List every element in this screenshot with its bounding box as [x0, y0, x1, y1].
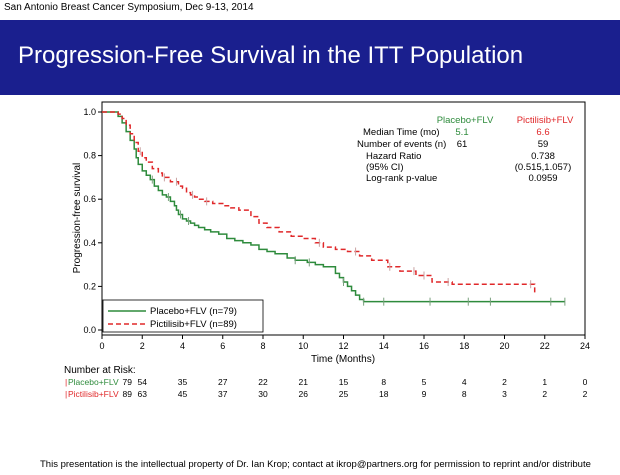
- median-label: Median Time (mo): [363, 127, 440, 138]
- risk-count: 2: [542, 389, 547, 399]
- y-tick-label: 0.6: [83, 194, 96, 204]
- risk-label-placebo: Placebo+FLV: [68, 377, 119, 387]
- risk-count: 45: [178, 389, 188, 399]
- legend-label-placebo: Placebo+FLV (n=79): [150, 306, 237, 317]
- series-line-placebo: [102, 111, 565, 303]
- risk-count: 2: [583, 389, 588, 399]
- ci-value: (0.515,1.057): [515, 162, 572, 173]
- x-tick-label: 10: [298, 341, 308, 351]
- legend-box: [102, 299, 264, 333]
- risk-count: 54: [138, 377, 148, 387]
- x-tick-label: 20: [499, 341, 509, 351]
- risk-count: 26: [299, 389, 309, 399]
- stats-col-placebo: Placebo+FLV: [437, 115, 494, 126]
- km-chart: 0 2 4 6 8 10 12 14 16 18 20 22 240.00.20.40.60.81.0 …: [64, 101, 590, 399]
- hr-value: 0.738: [531, 151, 555, 162]
- ci-label: (95% CI): [366, 162, 403, 173]
- x-tick-label: 22: [540, 341, 550, 351]
- risk-count: 30: [258, 389, 268, 399]
- risk-count: 27: [218, 377, 228, 387]
- x-tick-label: 14: [379, 341, 389, 351]
- y-axis-label: Progression-free survival: [72, 163, 83, 274]
- y-tick-label: 1.0: [83, 107, 96, 117]
- curves: [102, 111, 566, 306]
- risk-count: 4: [462, 377, 467, 387]
- x-tick-label: 16: [419, 341, 429, 351]
- median-pictilisib: 6.6: [536, 127, 549, 138]
- risk-first-placebo: 79: [123, 377, 133, 387]
- median-placebo: 5.1: [455, 127, 468, 138]
- legend: Placebo+FLV (n=79) Pictilisib+FLV (n=89): [102, 299, 264, 333]
- risk-count: 22: [258, 377, 268, 387]
- p-value: 0.0959: [528, 173, 557, 184]
- risk-count: 63: [138, 389, 148, 399]
- x-tick-label: 24: [580, 341, 590, 351]
- risk-count: 8: [462, 389, 467, 399]
- risk-label-pictilisib: Pictilisib+FLV: [68, 389, 119, 399]
- x-tick-label: 0: [99, 341, 104, 351]
- hr-label: Hazard Ratio: [366, 151, 421, 162]
- risk-count: 37: [218, 389, 228, 399]
- axes: 0 2 4 6 8 10 12 14 16 18 20 22 240.00.20.40.60.81.0: [83, 107, 590, 351]
- x-tick-label: 2: [140, 341, 145, 351]
- p-label: Log-rank p-value: [366, 173, 437, 184]
- x-tick-label: 18: [459, 341, 469, 351]
- events-placebo: 61: [457, 139, 468, 150]
- series-line-pictilisib: [102, 111, 536, 293]
- legend-label-pictilisib: Pictilisib+FLV (n=89): [150, 319, 237, 330]
- risk-marker-placebo: |: [65, 377, 67, 387]
- y-tick-label: 0.8: [83, 151, 96, 161]
- x-tick-label: 8: [260, 341, 265, 351]
- risk-count: 0: [583, 377, 588, 387]
- y-tick-label: 0.0: [83, 325, 96, 335]
- conference-header: San Antonio Breast Cancer Symposium, Dec…: [4, 2, 254, 13]
- stats-col-pictilisib: Pictilisib+FLV: [517, 115, 574, 126]
- x-tick-label: 4: [180, 341, 185, 351]
- risk-count: 18: [379, 389, 389, 399]
- risk-table: Number at Risk: | Placebo+FLV 79 | Picti…: [64, 365, 588, 399]
- title-band: Progression-Free Survival in the ITT Pop…: [0, 20, 620, 95]
- risk-count: 5: [422, 377, 427, 387]
- stats-box: Placebo+FLV Pictilisib+FLV Median Time (…: [357, 115, 574, 184]
- y-tick-label: 0.4: [83, 238, 96, 248]
- risk-count: 35: [178, 377, 188, 387]
- risk-marker-pictilisib: |: [65, 389, 67, 399]
- risk-count: 8: [381, 377, 386, 387]
- risk-count: 25: [339, 389, 349, 399]
- events-pictilisib: 59: [538, 139, 549, 150]
- risk-first-pictilisib: 89: [123, 389, 133, 399]
- x-tick-label: 12: [338, 341, 348, 351]
- risk-count: 15: [339, 377, 349, 387]
- risk-count: 9: [422, 389, 427, 399]
- x-tick-label: 6: [220, 341, 225, 351]
- risk-count: 1: [542, 377, 547, 387]
- risk-count: 2: [502, 377, 507, 387]
- x-axis-label: Time (Months): [311, 354, 375, 365]
- y-tick-label: 0.2: [83, 281, 96, 291]
- events-label: Number of events (n): [357, 139, 446, 150]
- footer-note: This presentation is the intellectual pr…: [40, 459, 591, 470]
- slide-title: Progression-Free Survival in the ITT Pop…: [18, 42, 524, 69]
- risk-count: 3: [502, 389, 507, 399]
- risk-title: Number at Risk:: [64, 365, 136, 376]
- risk-count: 21: [299, 377, 309, 387]
